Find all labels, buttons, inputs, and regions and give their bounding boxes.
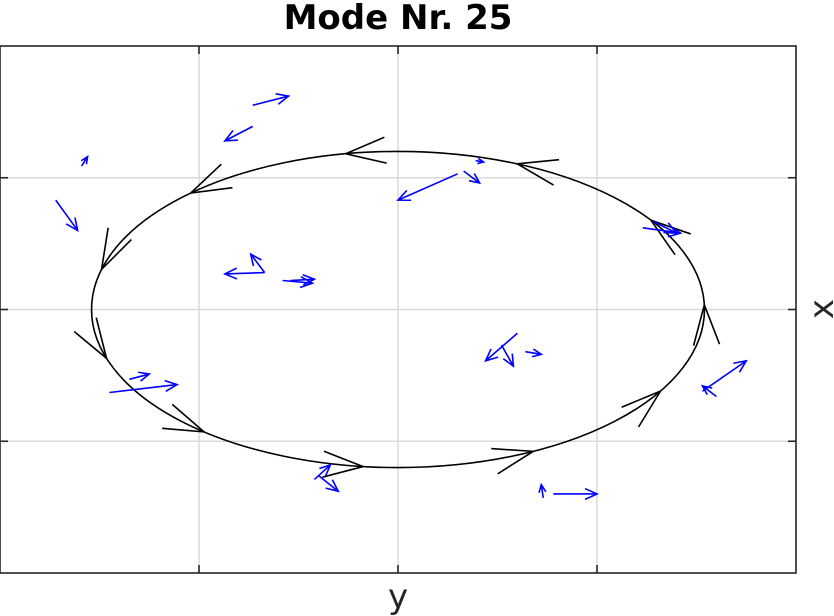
flow-vector — [475, 157, 486, 165]
flow-vector — [252, 93, 291, 107]
flow-vector — [222, 267, 265, 280]
y-axis-label: x — [802, 299, 834, 319]
flow-vector — [109, 379, 180, 394]
flow-vector — [317, 474, 340, 493]
orbit-direction-arrow — [692, 302, 721, 346]
flow-vector — [396, 173, 459, 202]
flow-vector — [553, 487, 599, 501]
orbit-layer — [73, 136, 721, 478]
flow-vector — [700, 384, 717, 398]
chart-title: Mode Nr. 25 — [284, 0, 513, 38]
orbit-direction-arrow — [73, 317, 108, 361]
orbit-direction-arrow — [322, 450, 366, 478]
flow-vector — [463, 170, 482, 185]
flow-vector — [249, 252, 266, 274]
orbit-direction-arrow — [162, 403, 207, 433]
flow-vector — [525, 348, 544, 358]
grid-lines — [0, 46, 796, 573]
orbit-direction-arrow — [100, 227, 132, 272]
axes-frame — [0, 45, 797, 574]
flow-vector — [282, 276, 315, 289]
flow-vector — [500, 344, 515, 368]
flow-vector — [80, 155, 89, 167]
orbit-direction-arrow — [514, 158, 560, 186]
orbit-ellipse — [90, 150, 706, 469]
flow-vector — [129, 371, 152, 382]
orbit-direction-arrow — [343, 136, 387, 164]
orbit-direction-arrow — [491, 447, 536, 475]
flow-vector — [538, 482, 547, 499]
orbit-direction-arrow — [621, 389, 663, 428]
x-axis-label: y — [388, 577, 408, 616]
vector-field — [55, 93, 748, 501]
flow-vector — [484, 332, 518, 363]
flow-vector — [223, 125, 254, 142]
flow-vector — [55, 199, 79, 233]
orbit-direction-arrow — [648, 218, 691, 256]
orbit-direction-arrow — [188, 163, 233, 195]
flow-vector — [702, 359, 748, 392]
flow-vector — [313, 463, 332, 481]
flow-vector — [652, 220, 679, 234]
